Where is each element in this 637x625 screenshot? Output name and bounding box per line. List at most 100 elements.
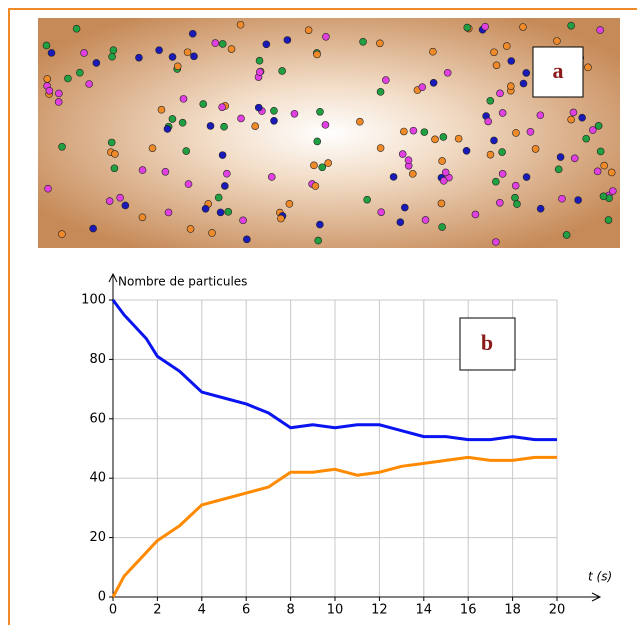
particle	[579, 114, 586, 121]
particle	[390, 173, 397, 180]
particle	[55, 90, 62, 97]
particle	[158, 106, 165, 113]
particle	[405, 157, 412, 164]
x-tick-label: 18	[504, 603, 521, 618]
particle	[493, 62, 500, 69]
particle	[217, 209, 224, 216]
particle	[252, 123, 259, 130]
x-tick-label: 14	[416, 603, 433, 618]
particle	[55, 98, 62, 105]
x-tick-label: 20	[549, 603, 566, 618]
particle	[455, 135, 462, 142]
particle	[377, 88, 384, 95]
particle	[492, 178, 499, 185]
y-tick-label: 60	[89, 411, 106, 426]
particle	[219, 40, 226, 47]
particle	[291, 110, 298, 117]
particle	[429, 48, 436, 55]
particle	[601, 162, 608, 169]
particle	[520, 80, 527, 87]
y-axis-title: Nombre de particules	[118, 275, 247, 289]
particle	[600, 193, 607, 200]
particle	[156, 47, 163, 54]
particle	[268, 173, 275, 180]
particle	[537, 205, 544, 212]
particle	[557, 154, 564, 161]
particle	[106, 198, 113, 205]
particle	[316, 221, 323, 228]
particle	[221, 123, 228, 130]
particle	[356, 118, 363, 125]
particle	[108, 139, 115, 146]
particle	[325, 160, 332, 167]
particle	[419, 84, 426, 91]
particle	[496, 199, 503, 206]
particle	[464, 24, 471, 31]
particle	[316, 108, 323, 115]
particle	[238, 115, 245, 122]
particle	[319, 164, 326, 171]
particle	[315, 237, 322, 244]
particle	[110, 47, 117, 54]
particle	[162, 168, 169, 175]
y-tick-label: 40	[89, 471, 106, 486]
particle	[255, 104, 262, 111]
particle	[165, 209, 172, 216]
particle	[523, 174, 530, 181]
particle	[608, 169, 615, 176]
particle	[438, 200, 445, 207]
particle	[93, 59, 100, 66]
particle	[409, 170, 416, 177]
particle	[256, 68, 263, 75]
particle	[164, 125, 171, 132]
particle	[399, 151, 406, 158]
particle	[200, 101, 207, 108]
panel-label: b	[481, 330, 493, 355]
particle	[284, 36, 291, 43]
panel-label: a	[553, 58, 564, 83]
particle	[174, 63, 181, 70]
particle	[430, 79, 437, 86]
particle	[149, 145, 156, 152]
particle	[376, 40, 383, 47]
particle	[243, 236, 250, 243]
particle	[421, 129, 428, 136]
y-tick-label: 100	[81, 293, 106, 308]
particle	[512, 182, 519, 189]
particle	[382, 77, 389, 84]
particle	[169, 115, 176, 122]
particle	[378, 209, 385, 216]
particle	[263, 41, 270, 48]
particle	[499, 149, 506, 156]
particle	[59, 143, 66, 150]
particle	[568, 22, 575, 29]
particle	[499, 109, 506, 116]
particle	[432, 136, 439, 143]
particle	[597, 27, 604, 34]
particle	[507, 83, 514, 90]
particle	[609, 187, 616, 194]
x-tick-label: 8	[286, 603, 294, 618]
particle	[240, 217, 247, 224]
particle	[571, 155, 578, 162]
particle	[377, 145, 384, 152]
particle	[397, 219, 404, 226]
particle	[277, 215, 284, 222]
particle	[90, 225, 97, 232]
particle	[364, 196, 371, 203]
particle	[221, 182, 228, 189]
particle	[109, 53, 116, 60]
particle	[401, 204, 408, 211]
particle	[513, 201, 520, 208]
particle	[499, 170, 506, 177]
particle	[190, 53, 197, 60]
particle	[322, 121, 329, 128]
x-tick-label: 16	[460, 603, 477, 618]
particle	[76, 69, 83, 76]
particle	[400, 128, 407, 135]
particle	[212, 40, 219, 47]
particle	[583, 135, 590, 142]
particle	[279, 67, 286, 74]
particle	[410, 127, 417, 134]
